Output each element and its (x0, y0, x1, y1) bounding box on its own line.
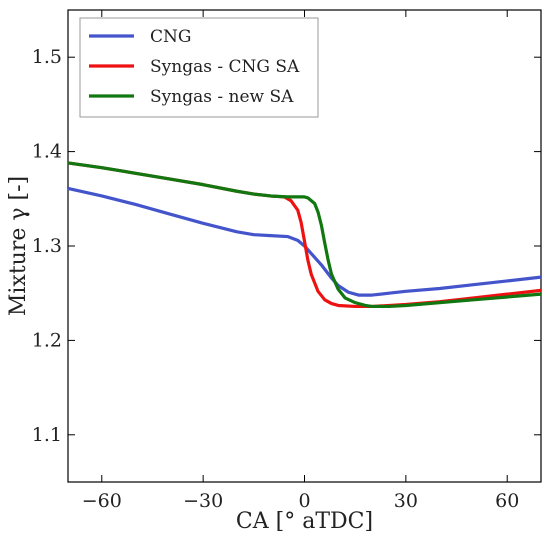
legend: CNG Syngas - CNG SA Syngas - new SA (79, 17, 319, 118)
y-tick-label: 1.5 (32, 46, 62, 68)
legend-label-cng: CNG (150, 27, 191, 47)
series-line-syngas-new-sa (67, 161, 542, 309)
x-axis-label: CA [° aTDC] (236, 509, 373, 534)
tick-layer: −60 −30 0 30 60 1.1 1.2 1.3 1.4 1.5 (32, 10, 541, 512)
y-tick-label: 1.2 (32, 329, 62, 351)
legend-label-syngas-cng-sa: Syngas - CNG SA (150, 57, 300, 77)
x-tick-label: 60 (495, 490, 519, 512)
legend-label-syngas-new-sa: Syngas - new SA (150, 87, 294, 107)
series-line-cng (67, 186, 542, 297)
x-tick-label: 30 (394, 490, 418, 512)
series-layer (67, 161, 542, 309)
x-tick-label: 0 (298, 490, 310, 512)
y-tick-label: 1.1 (32, 424, 62, 446)
y-axis-label: Mixture γ [-] (6, 176, 31, 316)
x-tick-label: −30 (183, 490, 223, 512)
y-tick-label: 1.4 (32, 141, 62, 163)
x-tick-label: −60 (82, 490, 122, 512)
y-tick-label: 1.3 (32, 235, 62, 257)
